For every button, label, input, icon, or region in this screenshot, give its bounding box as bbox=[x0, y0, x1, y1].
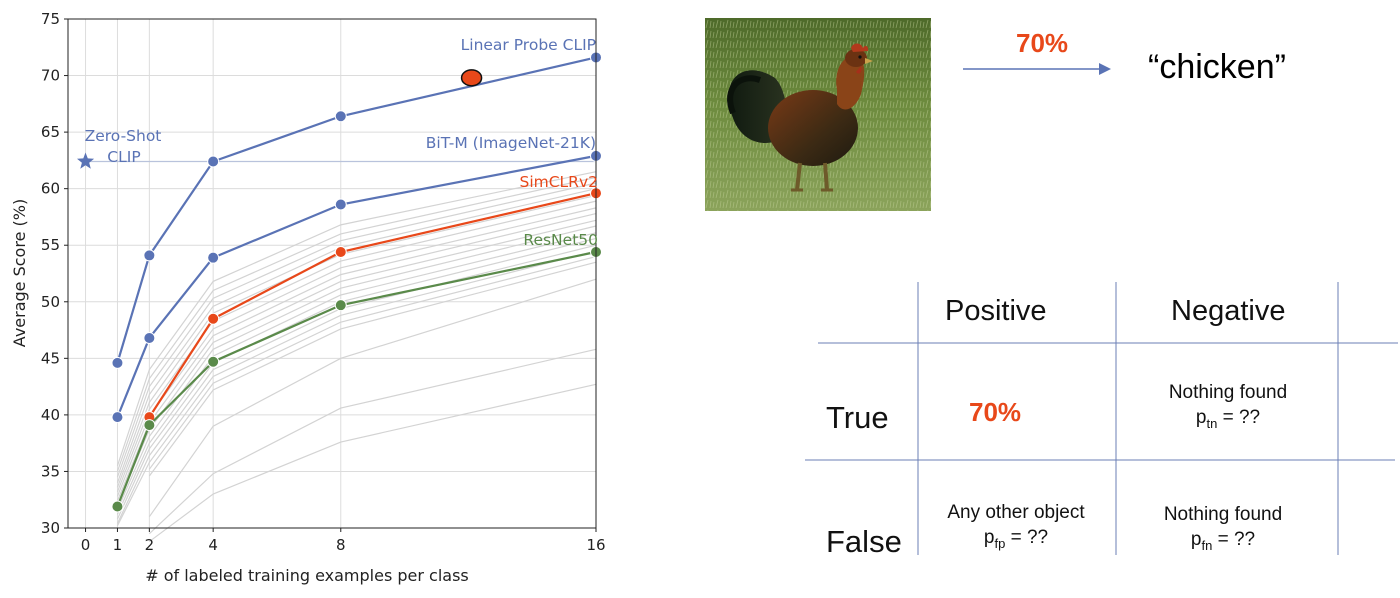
y-axis-label: Average Score (%) bbox=[10, 199, 29, 347]
fp-suffix: = ?? bbox=[1005, 527, 1049, 548]
y-tick-label: 60 bbox=[41, 180, 60, 198]
fn-suffix: = ?? bbox=[1212, 529, 1256, 550]
series-label: Linear Probe CLIP bbox=[461, 36, 596, 54]
column-header-positive: Positive bbox=[945, 295, 1047, 327]
fn-prefix: p bbox=[1190, 529, 1202, 550]
data-point bbox=[111, 356, 124, 369]
series-line bbox=[116, 250, 597, 507]
x-tick-label: 1 bbox=[113, 536, 123, 554]
fp-subscript: fp bbox=[994, 535, 1006, 551]
y-tick-label: 35 bbox=[41, 462, 60, 480]
series-lines bbox=[77, 51, 602, 513]
data-point bbox=[334, 299, 347, 312]
background-line bbox=[116, 176, 597, 472]
y-tick-label: 40 bbox=[41, 406, 60, 424]
classification-percent: 70% bbox=[1016, 28, 1069, 58]
true-negative-prob: ptn = ?? bbox=[1118, 405, 1338, 436]
series-label: BiT-M (ImageNet-21K) bbox=[426, 134, 596, 152]
background-line bbox=[116, 250, 597, 527]
data-point bbox=[207, 251, 220, 264]
background-line bbox=[116, 212, 597, 502]
highlight-marker bbox=[460, 69, 483, 87]
y-tick-label: 55 bbox=[41, 236, 60, 254]
series-labels: Linear Probe CLIP BiT-M (ImageNet-21K) Sim… bbox=[85, 36, 598, 249]
background-line bbox=[116, 207, 597, 497]
background-line bbox=[116, 171, 597, 466]
data-point bbox=[334, 246, 347, 259]
chicken-photo bbox=[705, 18, 931, 211]
arrow-icon bbox=[963, 63, 1111, 75]
background-line bbox=[116, 188, 597, 483]
y-tick-label: 50 bbox=[41, 293, 60, 311]
fn-subscript: fn bbox=[1201, 537, 1213, 553]
data-point bbox=[143, 419, 156, 432]
false-negative-prob: pfn = ?? bbox=[1118, 527, 1328, 558]
tn-subscript: tn bbox=[1206, 415, 1218, 431]
background-line bbox=[148, 261, 597, 477]
axes bbox=[64, 18, 597, 532]
data-point bbox=[334, 198, 347, 211]
background-line bbox=[148, 348, 597, 535]
x-tick-label: 8 bbox=[336, 536, 346, 554]
data-point bbox=[111, 411, 124, 424]
zero-shot-label-line1: Zero-Shot bbox=[85, 127, 162, 145]
y-tick-label: 45 bbox=[41, 349, 60, 367]
data-point bbox=[334, 110, 347, 123]
y-tick-label: 65 bbox=[41, 123, 60, 141]
plot-frame bbox=[67, 18, 597, 529]
zero-shot-star-icon bbox=[77, 152, 95, 169]
background-line bbox=[148, 383, 597, 543]
tn-prefix: p bbox=[1195, 407, 1207, 428]
data-point bbox=[207, 312, 220, 325]
data-point bbox=[207, 355, 220, 368]
data-point bbox=[143, 331, 156, 344]
data-point bbox=[111, 500, 124, 513]
y-tick-label: 70 bbox=[41, 67, 60, 85]
background-line bbox=[116, 182, 597, 478]
background-line bbox=[116, 225, 597, 511]
data-point bbox=[207, 155, 220, 168]
series-line bbox=[148, 192, 597, 418]
false-positive-text: Any other object bbox=[947, 502, 1085, 523]
series-label: SimCLRv2 bbox=[519, 173, 598, 191]
fp-prefix: p bbox=[983, 527, 995, 548]
tick-labels: 0 1 2 4 8 16 30 35 40 45 50 55 60 65 70 75 bbox=[41, 10, 606, 554]
false-positive-cell: Any other object pfp = ?? bbox=[918, 500, 1114, 556]
false-negative-text: Nothing found bbox=[1163, 504, 1283, 525]
x-tick-label: 0 bbox=[81, 536, 91, 554]
x-axis-label: # of labeled training examples per class bbox=[145, 566, 469, 585]
data-point bbox=[143, 249, 156, 262]
x-tick-label: 2 bbox=[145, 536, 155, 554]
y-tick-label: 75 bbox=[41, 10, 60, 28]
x-tick-label: 4 bbox=[208, 536, 218, 554]
grid-lines bbox=[68, 18, 597, 529]
row-header-true: True bbox=[826, 400, 889, 435]
true-negative-cell: Nothing found ptn = ?? bbox=[1118, 380, 1338, 436]
true-negative-text: Nothing found bbox=[1168, 382, 1288, 403]
true-positive-value: 70% bbox=[969, 397, 1022, 427]
false-negative-cell: Nothing found pfn = ?? bbox=[1118, 502, 1328, 558]
tn-suffix: = ?? bbox=[1217, 407, 1261, 428]
false-positive-prob: pfp = ?? bbox=[918, 525, 1114, 556]
zero-shot-label-line2: CLIP bbox=[107, 148, 140, 166]
row-header-false: False bbox=[826, 524, 902, 559]
y-tick-label: 30 bbox=[41, 519, 60, 537]
background-line bbox=[148, 255, 597, 470]
column-header-negative: Negative bbox=[1171, 295, 1286, 327]
background-line bbox=[148, 278, 597, 518]
few-shot-chart: 0 1 2 4 8 16 30 35 40 45 50 55 60 65 70 75 Linear Probe… bbox=[10, 10, 606, 585]
classification-label: “chicken” bbox=[1148, 48, 1286, 86]
x-tick-label: 16 bbox=[586, 536, 605, 554]
series-label: ResNet50 bbox=[523, 231, 598, 249]
